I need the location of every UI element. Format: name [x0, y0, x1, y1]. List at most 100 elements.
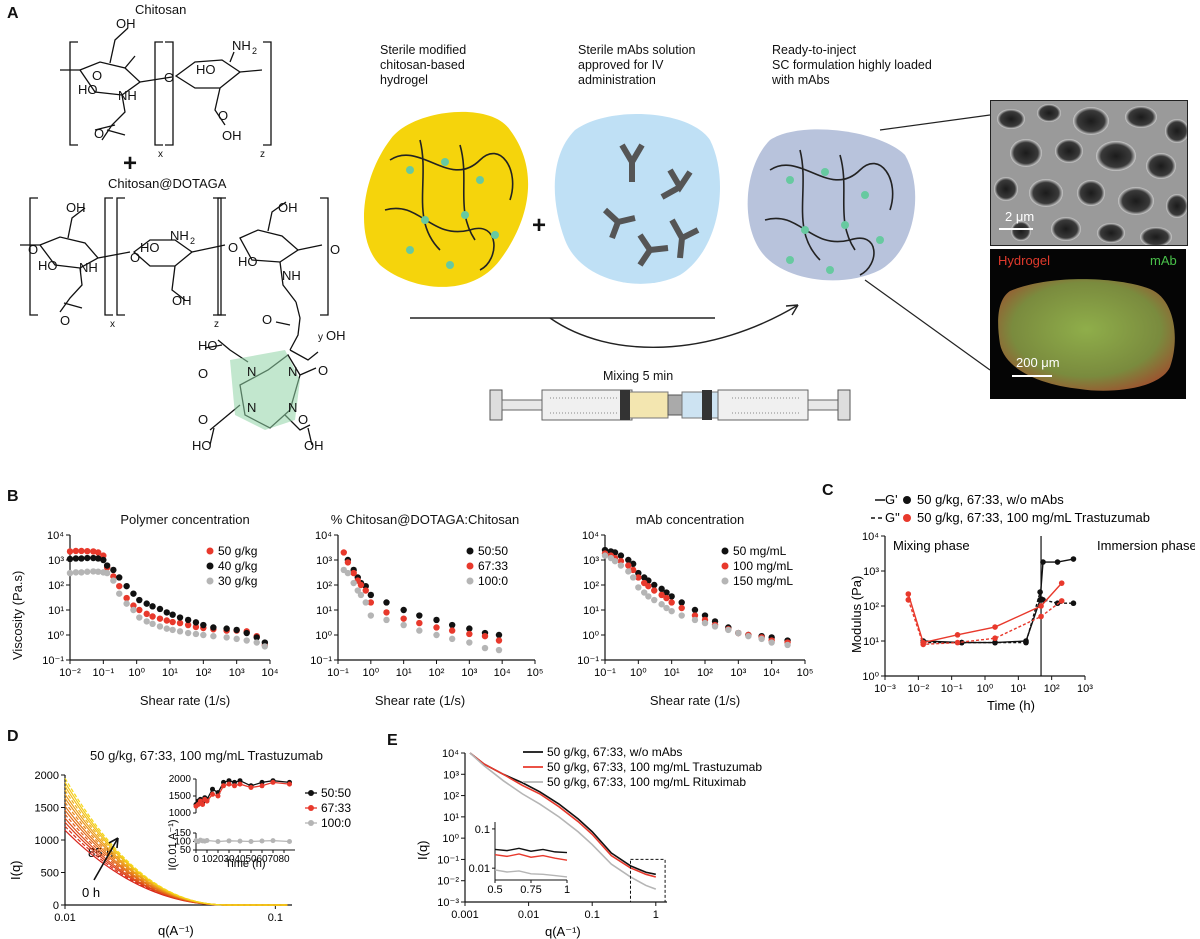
b3-point-s1-9: [651, 587, 658, 594]
c-point-s1-2: [992, 639, 998, 646]
b2-point-s0-10: [448, 621, 456, 629]
b1-point-s1-3: [84, 554, 91, 562]
d-curve-13: [64, 777, 288, 906]
b2-xlabel: Shear rate (1/s): [374, 693, 466, 708]
b1-point-s1-26: [253, 634, 260, 641]
e-x-tick-label-2: 0.1: [585, 909, 600, 921]
d-inset-y-tick-label-5: 2000: [169, 774, 192, 785]
e-x-tick-label-0: 0.001: [451, 909, 479, 921]
b1-point-s2-23: [223, 634, 230, 641]
panel-label-b: B: [7, 488, 19, 505]
b2-x-tick-label-4: 10³: [461, 667, 477, 679]
d-inset-point-s2-7: [226, 838, 232, 844]
c-point-s1-3: [1023, 639, 1029, 646]
b1-x-tick-label-0: 10⁻²: [59, 667, 81, 679]
b3-x-tick-label-4: 10³: [730, 667, 746, 679]
b1-point-s0-13: [143, 610, 150, 618]
b3-point-s0-4: [625, 556, 632, 564]
b3-point-s0-11: [663, 589, 670, 596]
b1-point-s0-14: [149, 613, 156, 620]
b1-point-s2-25: [243, 637, 250, 644]
e-legend-label-1: 50 g/kg, 67:33, 100 mg/mL Trastuzumab: [547, 760, 762, 774]
panel-label-c: C: [822, 482, 834, 499]
fluor-mab-label: mAb: [1150, 253, 1177, 268]
b3-point-s0-14: [691, 606, 699, 614]
b1-point-s2-24: [233, 635, 240, 643]
c-point-s2-5: [1058, 580, 1065, 586]
b3-legend-label-2: 150 mg/mL: [733, 574, 793, 588]
d-legend-label-1: 67:33: [321, 801, 351, 815]
b1-x-tick-label-5: 10³: [229, 667, 245, 679]
b1-point-s1-22: [210, 624, 217, 631]
b3-point-s2-17: [725, 626, 732, 634]
b3-point-s2-19: [745, 632, 752, 640]
c-point-s3-5: [1058, 598, 1065, 604]
b2-x-tick-label-1: 10⁰: [363, 667, 380, 679]
e-inset-series-1: [494, 853, 568, 861]
b3-point-s2-2: [611, 557, 619, 565]
b1-point-s0-1: [72, 547, 80, 555]
b1-point-s0-4: [90, 548, 97, 555]
b1-point-s1-24: [233, 626, 240, 634]
svg-text:HO: HO: [196, 62, 216, 77]
b3-point-s2-14: [691, 616, 699, 624]
b2-point-s2-13: [481, 644, 489, 652]
e-x-tick-label-1: 0.01: [518, 909, 539, 921]
b1-point-s1-16: [163, 609, 170, 616]
c-point-s0-5: [1040, 559, 1046, 565]
b3-point-s1-4: [625, 562, 632, 569]
e-series-line-1: [469, 752, 657, 878]
c-point-s2-4: [1038, 603, 1044, 609]
b3-point-s1-6: [635, 574, 642, 581]
b2-point-s1-9: [416, 619, 423, 627]
c-point-s2-3: [992, 624, 998, 630]
b1-point-s2-27: [261, 643, 269, 650]
b2-point-s0-13: [495, 631, 503, 639]
d-inset-point-s1-14: [270, 779, 276, 785]
d-xlabel: q(A⁻¹): [158, 923, 194, 938]
b1-y-tick-label-4: 10³: [48, 555, 64, 567]
b1-xlabel: Shear rate (1/s): [139, 693, 231, 708]
e-legend-label-2: 50 g/kg, 67:33, 100 mg/mL Rituximab: [547, 775, 746, 789]
svg-text:O: O: [198, 412, 208, 427]
d-y-tick-label-4: 2000: [35, 770, 59, 782]
b3-x-tick-label-5: 10⁴: [763, 667, 780, 679]
svg-text:O: O: [262, 312, 272, 327]
e-y-tick-label-3: 10⁰: [442, 833, 459, 845]
svg-text:NH: NH: [170, 228, 189, 243]
b1-legend-marker-0: [206, 547, 214, 555]
b3-point-s0-13: [678, 599, 685, 606]
d-inset-x-tick-label-7: 70: [267, 854, 279, 865]
b1-point-s2-1: [72, 569, 80, 576]
d-inset-point-s2-10: [259, 838, 265, 844]
svg-text:O: O: [318, 363, 328, 378]
b1-point-s0-9: [116, 582, 123, 590]
b1-title: Polymer concentration: [120, 512, 250, 527]
b2-point-s1-4: [357, 581, 365, 589]
b2-y-tick-label-4: 10³: [316, 555, 332, 567]
svg-text:HO: HO: [192, 438, 212, 453]
b1-point-s1-25: [243, 629, 250, 637]
d-inset-x-tick-label-0: 0: [193, 854, 199, 865]
c-series-line-2: [907, 582, 1063, 644]
b1-point-s2-9: [116, 590, 123, 597]
d-time-arrow-head: [108, 837, 119, 849]
b3-xlabel: Shear rate (1/s): [649, 693, 741, 708]
c-y-tick-label-2: 10²: [863, 601, 879, 613]
schematic: +: [363, 111, 990, 421]
svg-text:N: N: [288, 364, 297, 379]
d-inset-point-s1-15: [287, 781, 292, 787]
b1-y-tick-label-1: 10⁰: [47, 630, 64, 642]
b2-point-s1-2: [350, 569, 357, 577]
b2-point-s2-2: [350, 579, 357, 587]
chemical-structures: OH NH 2 HO O O HO NH O OH O x z OH NH 2 OH…: [20, 16, 346, 453]
b2-point-s1-0: [340, 549, 347, 556]
d-legend-marker-0: [308, 790, 314, 796]
b1-x-tick-label-6: 10⁴: [262, 667, 279, 679]
b1-x-tick-label-4: 10²: [195, 667, 211, 679]
b1-x-tick-label-3: 10¹: [162, 667, 178, 679]
c-x-tick-label-1: 10⁻²: [907, 683, 929, 695]
b3-point-s0-5: [629, 560, 637, 568]
d-inset-x-tick-label-8: 80: [278, 854, 290, 865]
panel-label-e: E: [387, 732, 398, 749]
